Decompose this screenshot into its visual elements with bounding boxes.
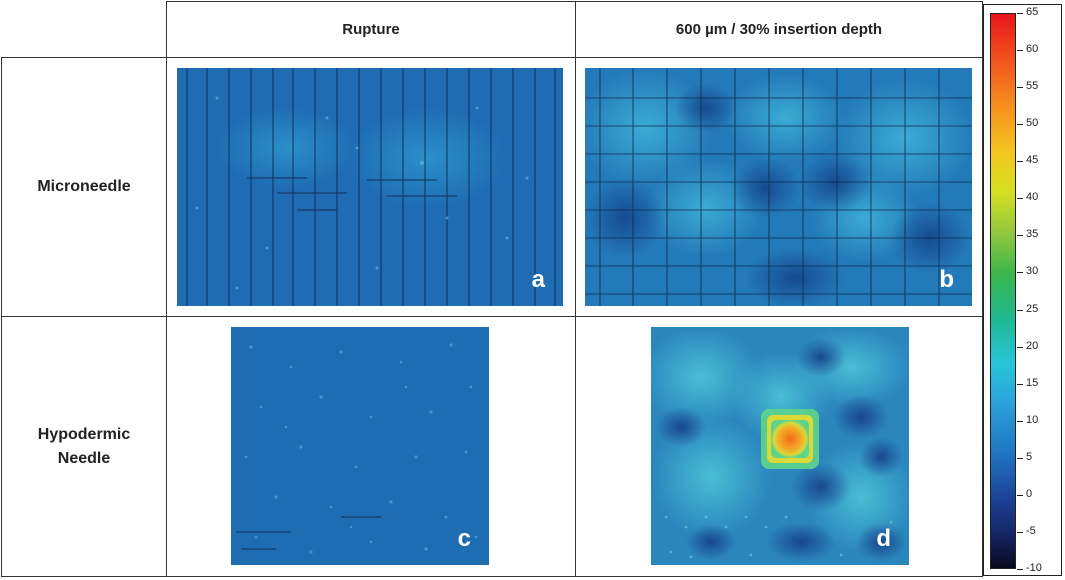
panel-d-hypodermic-insertion: d xyxy=(651,327,909,565)
colorbar-tick xyxy=(1017,198,1023,200)
colorbar-frame: 65 60 55 50 45 40 35 30 25 20 15 10 5 0 -5 -10 xyxy=(983,4,1062,576)
colorbar-gradient xyxy=(990,13,1016,569)
panel-c-hypodermic-rupture: c xyxy=(231,327,489,565)
column-divider xyxy=(575,1,576,577)
colorbar-tick xyxy=(1017,13,1023,14)
colorbar-tick xyxy=(1017,50,1023,52)
column-header-rupture: Rupture xyxy=(342,21,400,38)
header-divider xyxy=(1,57,982,58)
table-right-border xyxy=(982,1,983,577)
colorbar-tick-label: 40 xyxy=(1026,191,1039,204)
colorbar-tick-label: 0 xyxy=(1026,487,1033,500)
colorbar-tick xyxy=(1017,161,1023,163)
panel-label-a: a xyxy=(531,266,545,293)
colorbar-tick xyxy=(1017,569,1023,570)
colorbar-tick-label: 30 xyxy=(1026,265,1039,278)
row-divider xyxy=(1,316,982,317)
colorbar-tick xyxy=(1017,235,1023,237)
colorbar-tick xyxy=(1017,309,1023,311)
colorbar-tick xyxy=(1017,272,1023,274)
heatmap-c xyxy=(231,327,489,565)
label-column-divider xyxy=(166,57,167,577)
colorbar-tick xyxy=(1017,87,1023,89)
heatmap-b xyxy=(585,68,972,306)
colorbar-tick-label: 60 xyxy=(1026,43,1039,56)
colorbar-tick-label: 20 xyxy=(1026,339,1039,352)
column-header-insertion-depth: 600 µm / 30% insertion depth xyxy=(675,21,883,38)
colorbar-tick xyxy=(1017,383,1023,385)
row-label-microneedle: Microneedle xyxy=(37,178,131,195)
colorbar-tick-label: 10 xyxy=(1026,413,1039,426)
colorbar-tick xyxy=(1017,457,1023,459)
colorbar-tick-label: 55 xyxy=(1026,80,1039,93)
colorbar-tick xyxy=(1017,531,1023,533)
outer-left-border xyxy=(1,57,2,577)
colorbar-tick xyxy=(1017,124,1023,126)
row-label-hypodermic-needle: Hypodermic Needle xyxy=(37,425,131,467)
colorbar-tick-label: -5 xyxy=(1026,524,1036,537)
colorbar-tick-label: 35 xyxy=(1026,228,1039,241)
table-left-border xyxy=(166,1,167,57)
colorbar-tick-label: 25 xyxy=(1026,302,1039,315)
panel-label-b: b xyxy=(939,266,954,293)
heatmap-d xyxy=(651,327,909,565)
panel-label-c: c xyxy=(457,525,471,552)
colorbar-tick-label: -10 xyxy=(1026,562,1042,574)
panel-a-microneedle-rupture: a xyxy=(177,68,563,306)
colorbar-tick-label: 5 xyxy=(1026,450,1033,463)
heatmap-a xyxy=(177,68,563,306)
colorbar-tick xyxy=(1017,420,1023,422)
colorbar-tick xyxy=(1017,494,1023,496)
colorbar-tick xyxy=(1017,346,1023,348)
colorbar-tick-label: 65 xyxy=(1026,6,1039,18)
colorbar-tick-label: 50 xyxy=(1026,117,1039,130)
table-bottom-border xyxy=(1,576,982,577)
panel-label-d: d xyxy=(876,525,891,552)
table-top-border xyxy=(166,1,982,2)
colorbar-tick-label: 15 xyxy=(1026,376,1039,389)
panel-b-microneedle-insertion: b xyxy=(585,68,972,306)
colorbar-tick-label: 45 xyxy=(1026,154,1039,167)
